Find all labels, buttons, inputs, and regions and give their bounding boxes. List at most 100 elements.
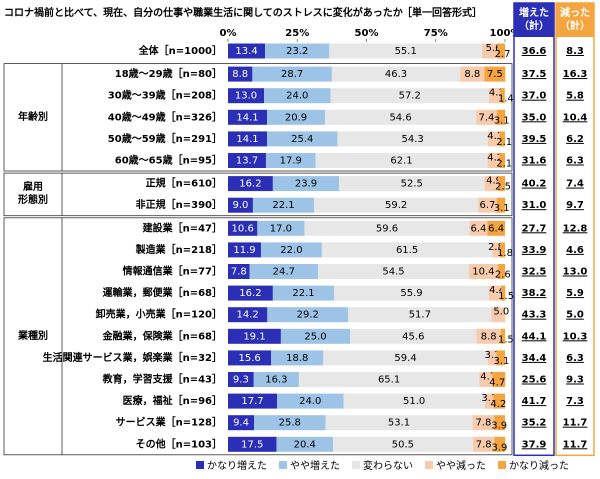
total-value: 38.2 bbox=[522, 288, 547, 299]
bar-segment bbox=[265, 43, 330, 59]
value-label: 8.8 bbox=[232, 69, 248, 80]
legend-swatch bbox=[425, 461, 433, 469]
legend-label: やや減った bbox=[436, 459, 486, 472]
value-label: 57.2 bbox=[399, 91, 421, 102]
bar-segment bbox=[323, 350, 488, 366]
total-value: 41.7 bbox=[522, 396, 547, 407]
bar-segment bbox=[460, 66, 485, 82]
bar-segment bbox=[329, 43, 483, 59]
x-tick-label: 25% bbox=[285, 28, 309, 39]
total-value: 6.2 bbox=[566, 134, 584, 145]
value-label: 4.4 bbox=[489, 285, 505, 296]
bar-segment bbox=[487, 131, 500, 147]
total-value: 9.3 bbox=[566, 375, 584, 386]
value-label: 4.3 bbox=[489, 88, 505, 99]
total-value: 37.0 bbox=[522, 91, 547, 102]
bar-segment bbox=[252, 66, 332, 82]
legend-label: かなり減った bbox=[509, 459, 569, 472]
total-value: 9.7 bbox=[566, 200, 584, 211]
total-value: 37.5 bbox=[522, 69, 547, 80]
value-label: 20.4 bbox=[294, 439, 316, 450]
legend-swatch bbox=[279, 461, 287, 469]
total-value: 39.5 bbox=[522, 134, 547, 145]
bar-segment bbox=[228, 176, 273, 192]
bar-segment bbox=[496, 109, 506, 125]
value-label: 3.1 bbox=[484, 350, 500, 361]
bar-segment bbox=[496, 197, 506, 213]
value-label: 3.9 bbox=[492, 442, 508, 453]
bar-segment bbox=[496, 350, 505, 366]
bar-segment bbox=[265, 153, 316, 168]
bar-segment bbox=[252, 197, 315, 213]
value-label: 18.8 bbox=[286, 353, 308, 364]
value-label: 17.9 bbox=[280, 156, 302, 167]
bar-segment bbox=[304, 220, 470, 236]
chart-subtitle: ［単一回答形式］ bbox=[402, 6, 482, 19]
category-label: 情報通信業［n=77］ bbox=[123, 265, 222, 278]
value-label: 14.1 bbox=[236, 112, 258, 123]
value-label: 2.8 bbox=[488, 242, 504, 253]
bar-segment bbox=[264, 88, 331, 104]
value-label: 2.1 bbox=[496, 159, 512, 170]
value-label: 1.4 bbox=[498, 94, 514, 105]
value-label: 4.7 bbox=[480, 372, 496, 383]
value-label: 4.7 bbox=[489, 378, 505, 389]
group-box bbox=[3, 63, 513, 172]
value-label: 62.1 bbox=[390, 156, 412, 167]
bar-segment bbox=[500, 242, 505, 258]
value-label: 2.1 bbox=[496, 137, 512, 148]
value-label: 5.6 bbox=[486, 43, 502, 54]
bar-segment bbox=[497, 43, 505, 59]
total-value: 32.5 bbox=[522, 267, 547, 278]
bar-segment bbox=[228, 88, 265, 104]
bar-segment bbox=[267, 307, 349, 323]
bar-segment bbox=[228, 197, 253, 213]
total-value: 34.4 bbox=[522, 353, 547, 364]
bar-segment bbox=[493, 393, 505, 409]
category-label: 運輸業，郵便業［n=68］ bbox=[103, 286, 222, 299]
value-label: 8.8 bbox=[464, 69, 480, 80]
total-value: 8.3 bbox=[566, 46, 584, 57]
category-label: 製造業［n=218］ bbox=[135, 243, 222, 256]
value-label: 25.8 bbox=[279, 418, 301, 429]
value-label: 4.1 bbox=[487, 131, 503, 142]
value-label: 1.5 bbox=[498, 291, 514, 302]
bar-segment bbox=[253, 372, 299, 387]
total-value: 16.3 bbox=[563, 69, 588, 80]
value-label: 50.5 bbox=[392, 439, 414, 450]
bar-segment bbox=[472, 436, 495, 452]
bar-segment bbox=[478, 197, 497, 213]
value-label: 59.4 bbox=[394, 353, 416, 364]
value-label: 22.1 bbox=[272, 200, 294, 211]
value-label: 4.9 bbox=[486, 176, 502, 187]
bar-segment bbox=[228, 131, 268, 147]
total-value: 35.2 bbox=[522, 418, 547, 429]
bar-segment bbox=[484, 176, 499, 192]
bar-segment bbox=[499, 131, 505, 147]
value-label: 16.3 bbox=[265, 375, 287, 386]
bar-segment bbox=[314, 197, 479, 213]
category-label: 医療，福祉［n=96］ bbox=[123, 394, 222, 407]
bar-segment bbox=[350, 328, 477, 344]
bar-segment bbox=[498, 176, 505, 192]
group-label: 雇用 形態別 bbox=[18, 182, 48, 207]
bar-segment bbox=[476, 328, 501, 344]
bar-segment bbox=[324, 109, 477, 125]
value-label: 54.6 bbox=[389, 112, 411, 123]
value-label: 52.5 bbox=[401, 179, 423, 190]
value-label: 24.7 bbox=[273, 267, 295, 278]
value-label: 45.6 bbox=[402, 331, 424, 342]
bar-segment bbox=[321, 242, 493, 258]
value-label: 7.8 bbox=[475, 418, 491, 429]
value-label: 9.4 bbox=[233, 418, 249, 429]
bar-segment bbox=[488, 88, 501, 104]
total-value: 6.3 bbox=[566, 156, 584, 167]
x-tick-label: 100% bbox=[490, 28, 521, 39]
x-tick-label: 75% bbox=[424, 28, 448, 39]
value-label: 54.5 bbox=[382, 267, 404, 278]
value-label: 29.2 bbox=[297, 310, 319, 321]
total-value: 10.4 bbox=[563, 112, 588, 123]
bar-segment bbox=[277, 393, 344, 409]
